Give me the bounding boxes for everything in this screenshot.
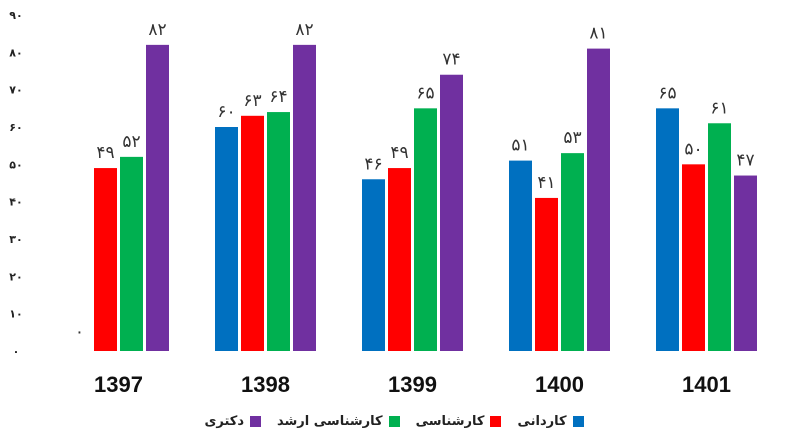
data-label: ۶۴ xyxy=(269,87,287,107)
y-tick-label: ٢٠ xyxy=(9,270,22,283)
x-tick-label: 1398 xyxy=(241,372,290,397)
data-label: ۴١ xyxy=(537,173,555,193)
data-label: ۶٣ xyxy=(243,91,261,111)
legend-item: کاردانی xyxy=(517,413,584,429)
data-label: ۶۵ xyxy=(658,83,676,103)
bar xyxy=(94,168,117,351)
y-tick-label: ٩٠ xyxy=(9,9,22,22)
bar xyxy=(708,123,731,352)
data-label: ۴۶ xyxy=(364,154,382,174)
data-label: ۴٩ xyxy=(390,143,408,163)
bar xyxy=(267,112,290,351)
bar xyxy=(414,108,437,351)
x-tick-label: 1401 xyxy=(682,372,731,397)
x-tick-label: 1399 xyxy=(388,372,437,397)
data-label: ۵١ xyxy=(511,136,529,156)
bar xyxy=(682,164,705,351)
legend-label: کاردانی xyxy=(517,413,567,429)
data-label: ٧۴ xyxy=(442,50,460,70)
x-tick-label: 1400 xyxy=(535,372,584,397)
legend-item: کارشناسی ارشد xyxy=(277,414,400,429)
legend-swatch xyxy=(490,415,502,427)
data-labels: ٠ ۴٩ ۵٢ ٨٢ ۶٠ ۶٣ ۶۴ ٨٢ ۴۶ ۴٩ ۶۵ ٧۴ ۵١ ۴١ ۵٣ ٨١ ۶۵ ۵٠ ۶١ ۴٧ xyxy=(75,20,754,342)
data-label: ۶٠ xyxy=(217,102,235,122)
bar xyxy=(146,44,169,351)
data-label: ۵٠ xyxy=(684,139,702,159)
y-tick-label: ٧٠ xyxy=(9,84,22,97)
bar xyxy=(440,74,463,351)
legend-label: کارشناسی ارشد xyxy=(277,413,383,429)
y-tick-label: ۶٠ xyxy=(9,121,22,134)
legend-swatch xyxy=(388,415,400,427)
y-tick-label: ۴٠ xyxy=(9,196,22,209)
bar xyxy=(388,168,411,351)
data-label: ۵٣ xyxy=(563,128,581,148)
bar xyxy=(656,108,679,351)
bar xyxy=(734,175,757,351)
bars xyxy=(94,44,757,352)
x-tick-label: 1397 xyxy=(94,372,143,397)
bar xyxy=(561,153,584,351)
data-label: ٠ xyxy=(75,322,84,342)
y-tick-label: ٨٠ xyxy=(9,46,22,59)
y-axis: ٠ ١٠ ٢٠ ٣٠ ۴٠ ۵٠ ۶٠ ٧٠ ٨٠ ٩٠ xyxy=(9,9,22,358)
bar xyxy=(587,48,610,351)
data-label: ٨٢ xyxy=(148,20,166,40)
legend-item: کارشناسی xyxy=(416,414,502,429)
bar xyxy=(293,44,316,351)
legend-swatch xyxy=(572,415,584,427)
bar xyxy=(535,197,558,351)
legend-label: کارشناسی xyxy=(415,413,485,429)
data-label: ۶١ xyxy=(710,98,728,118)
x-axis: 1397 1398 1399 1400 1401 xyxy=(94,372,731,397)
data-label: ۶۵ xyxy=(416,83,434,103)
data-label: ۵٢ xyxy=(122,132,140,152)
bar xyxy=(509,160,532,351)
bar xyxy=(241,115,264,351)
data-label: ۴٩ xyxy=(96,143,114,163)
y-tick-label: ٣٠ xyxy=(9,233,22,246)
data-label: ٨٢ xyxy=(295,20,313,40)
bar xyxy=(362,179,385,351)
y-tick-label: ۵٠ xyxy=(9,158,22,171)
bar xyxy=(120,156,143,351)
data-label: ٨١ xyxy=(589,24,607,44)
legend-label: دکتری xyxy=(204,413,245,429)
data-label: ۴٧ xyxy=(736,151,754,171)
y-tick-label: ٠ xyxy=(13,345,20,358)
legend-swatch xyxy=(250,415,262,427)
bar xyxy=(215,127,238,351)
legend: کاردانی کارشناسی کارشناسی ارشد دکتری xyxy=(0,410,788,432)
legend-item: دکتری xyxy=(204,413,262,429)
y-tick-label: ١٠ xyxy=(9,308,22,321)
